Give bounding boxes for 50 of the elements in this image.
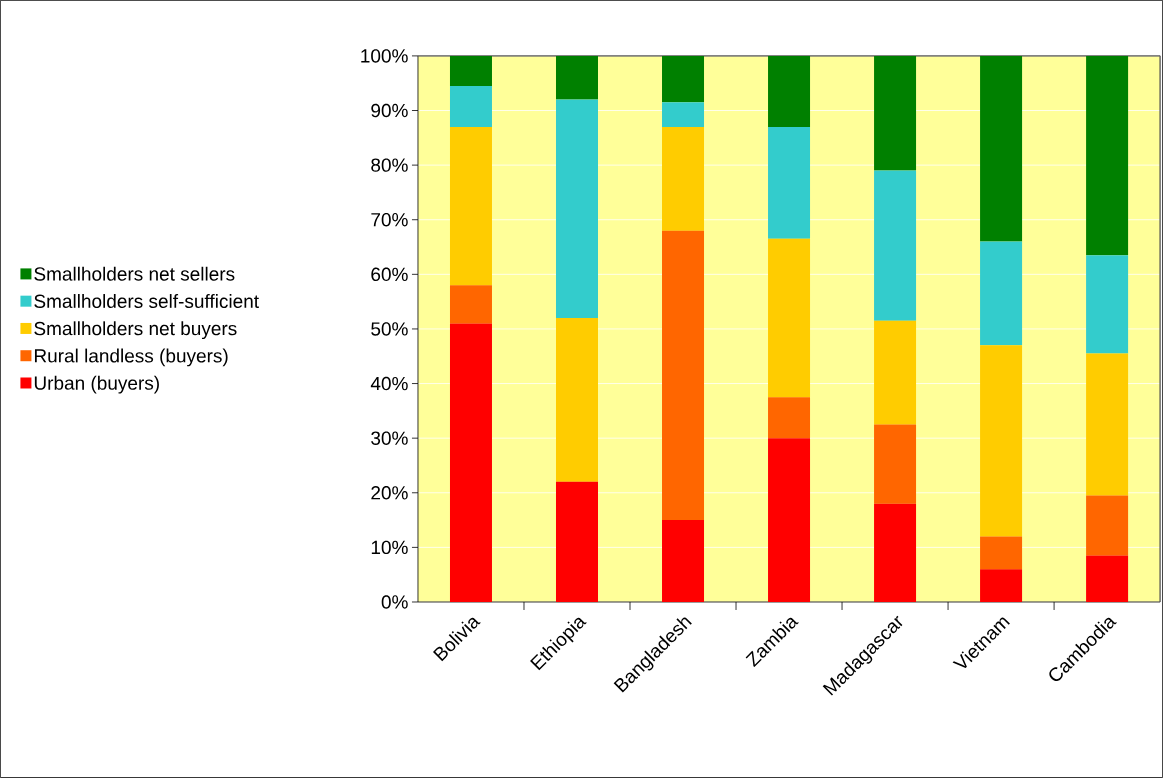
y-tick-label: 30% — [371, 431, 408, 445]
y-tick-label: 10% — [371, 540, 408, 555]
bar — [768, 238, 811, 398]
y-tick-label: 100% — [361, 49, 408, 63]
bar — [768, 126, 811, 239]
bar — [980, 569, 1023, 603]
bar — [874, 503, 917, 603]
bar — [1086, 495, 1129, 556]
bar — [980, 345, 1023, 537]
bar — [555, 55, 598, 100]
y-tick-label: 0% — [381, 595, 408, 609]
y-tick-label: 90% — [371, 103, 408, 118]
bar — [555, 481, 598, 603]
legend-label: Smallholders net sellers — [34, 266, 235, 281]
bar — [768, 438, 811, 603]
bar — [662, 55, 705, 103]
bar — [874, 55, 917, 171]
bar — [874, 424, 917, 504]
bar — [449, 85, 492, 127]
legend-label: Smallholders net buyers — [34, 321, 237, 340]
bar — [662, 520, 705, 603]
bar — [980, 536, 1023, 570]
bar — [980, 55, 1023, 242]
bar — [980, 241, 1023, 346]
bar — [662, 102, 705, 127]
bar — [768, 55, 811, 127]
bar — [449, 285, 492, 324]
bar — [662, 230, 705, 521]
bar — [449, 55, 492, 86]
bar — [874, 170, 917, 321]
y-tick-label: 80% — [371, 158, 408, 172]
legend-label: Urban (buyers) — [34, 375, 159, 394]
bar — [874, 320, 917, 425]
y-tick-label: 50% — [371, 322, 408, 336]
legend-label: Smallholders self-sufficient — [34, 294, 259, 309]
bar — [662, 126, 705, 231]
bar — [768, 397, 811, 439]
bar — [1086, 255, 1129, 354]
bar — [555, 318, 598, 482]
bar — [1086, 353, 1129, 496]
y-tick-label: 20% — [371, 486, 408, 500]
bar — [1086, 55, 1129, 256]
bar — [1086, 555, 1129, 603]
y-tick-label: 70% — [371, 213, 408, 227]
bar — [449, 323, 492, 603]
y-tick-label: 60% — [371, 267, 408, 282]
bar — [449, 126, 492, 286]
y-tick-label: 40% — [370, 376, 408, 391]
bar — [555, 99, 598, 319]
legend-label: Rural landless (buyers) — [34, 348, 228, 367]
